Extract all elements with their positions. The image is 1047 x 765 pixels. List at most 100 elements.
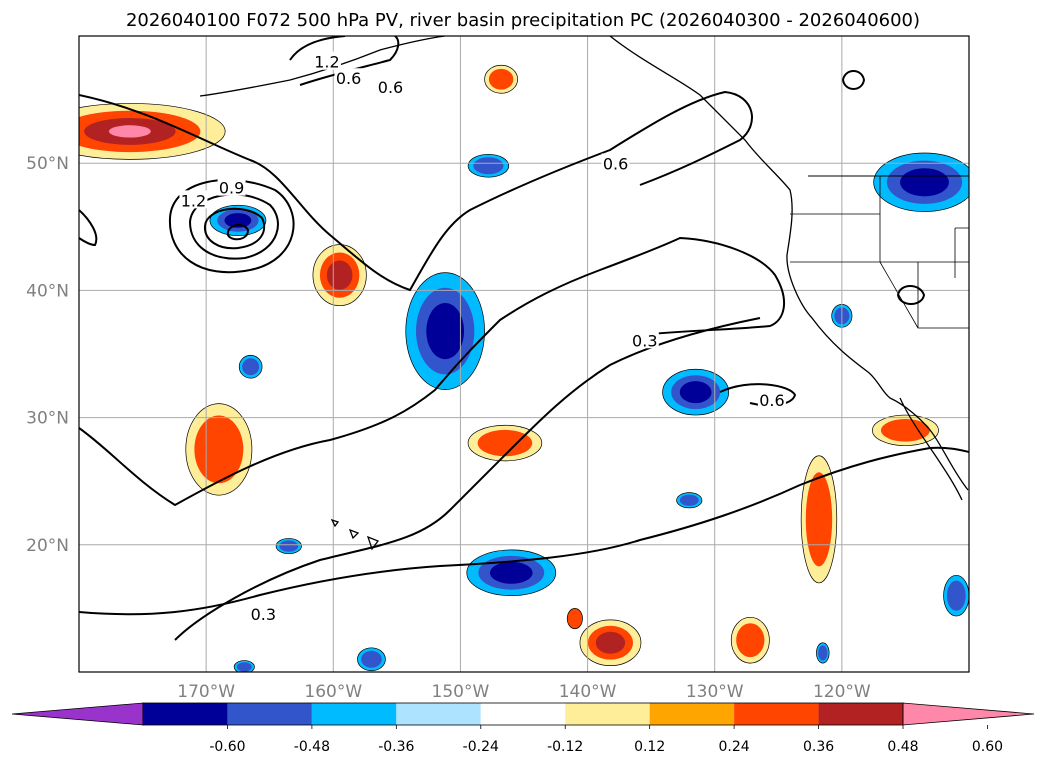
pv-contour-0.6-middle <box>79 236 786 507</box>
pv-contour-0.6-north <box>79 90 753 292</box>
pv-contour-1.5-ring <box>203 207 266 250</box>
pv-label-bg <box>249 603 278 622</box>
pv-label-text: 1.2 <box>181 191 206 210</box>
precip-blob <box>816 642 830 664</box>
colorbar-tick-label: -0.60 <box>209 739 245 755</box>
pv-contour-label: 0.6 <box>376 77 405 97</box>
precip-blob <box>579 619 642 666</box>
lon-tick-label: 140°W <box>559 682 617 702</box>
pv-label-text: 0.9 <box>219 179 244 198</box>
lon-tick-label: 150°W <box>432 682 490 702</box>
pv-label-text: 0.6 <box>378 78 403 97</box>
precip-blob <box>484 64 518 94</box>
colorbar-tick-label: 0.36 <box>803 739 834 755</box>
pv-contour-1.2-ring <box>188 193 279 260</box>
pv-contour-0.6-west-edge <box>79 209 98 247</box>
hawaii-islands <box>330 518 380 551</box>
precip-level <box>900 168 949 197</box>
precip-level <box>242 358 260 376</box>
coastlines <box>199 36 969 551</box>
pv-contour-0.3-south <box>79 446 969 616</box>
pv-contours <box>79 36 969 641</box>
lon-tick-label: 160°W <box>304 682 362 702</box>
precip-blob <box>357 647 386 672</box>
pv-contour-label: 0.3 <box>630 330 659 350</box>
pv-contour-label: 1.2 <box>312 51 341 72</box>
precip-level <box>361 650 382 668</box>
lon-tick-label: 130°W <box>686 682 744 702</box>
pv-contour-label: 0.9 <box>217 177 246 198</box>
colorbar-tick-label: -0.36 <box>378 739 414 755</box>
pv-label-bg <box>334 68 363 87</box>
pv-contour-0.6-alaska <box>299 36 400 86</box>
pv-contour-label: 0.6 <box>334 68 363 88</box>
precip-level <box>805 472 833 567</box>
precip-blob <box>79 103 226 160</box>
lat-tick-label: 30°N <box>26 409 69 429</box>
pv-contour-label: 0.6 <box>757 390 786 410</box>
lat-tick-label: 50°N <box>26 154 69 174</box>
precip-blob <box>566 608 583 630</box>
pv-contour-1.2-alaska <box>289 36 346 61</box>
precip-blob <box>209 204 267 237</box>
colorbar-tick-label: 0.60 <box>972 739 1003 755</box>
precip-level <box>477 429 533 457</box>
pv-contour-0.9-ring <box>168 179 295 274</box>
precip-level <box>279 540 299 552</box>
precip-blob <box>943 574 969 617</box>
precip-level <box>236 662 252 672</box>
precipitation-pc-layer <box>79 64 969 672</box>
precip-blob <box>405 272 485 390</box>
pv-label-bg <box>601 153 630 172</box>
pv-contour-0.3-middle <box>174 317 761 641</box>
precip-level <box>566 608 583 630</box>
pv-label-bg <box>217 177 246 196</box>
colorbar-segment <box>311 703 397 725</box>
precip-blob <box>466 549 557 597</box>
precip-level <box>880 419 930 442</box>
colorbar-segment <box>649 703 735 725</box>
pv-label-text: 1.2 <box>314 53 339 72</box>
precip-level <box>946 580 966 611</box>
pv-contour-label: 1.2 <box>179 190 208 210</box>
pv-label-bg <box>376 77 405 96</box>
north-america-coastline <box>609 36 969 491</box>
precip-blob <box>275 538 302 555</box>
colorbar-segment <box>818 703 903 725</box>
pv-contour-label: 0.3 <box>249 603 278 624</box>
precip-blob <box>873 152 969 212</box>
precip-blob <box>730 616 770 664</box>
pv-label-bg <box>630 330 659 349</box>
precip-level <box>818 645 828 661</box>
pv-label-text: 0.6 <box>603 154 628 173</box>
colorbar-extend-low <box>11 702 144 726</box>
lon-tick-label: 170°W <box>177 682 235 702</box>
precip-blob <box>800 455 838 584</box>
lon-tick-label: 120°W <box>813 682 871 702</box>
axis-tick-labels: 170°W 160°W 150°W 140°W 130°W 120°W 20°N… <box>26 154 871 702</box>
pv-contour-labels: 1.20.6 0.60.60.91.20.30.60.3 <box>179 51 786 624</box>
colorbar-segment <box>734 703 819 725</box>
graticule <box>79 36 969 672</box>
precip-level <box>108 125 151 138</box>
pv-label-text: 0.6 <box>336 69 361 88</box>
precip-blob <box>872 414 939 446</box>
colorbar-segment <box>480 703 566 725</box>
pv-label-text: 0.6 <box>759 391 784 410</box>
precip-level <box>679 381 712 404</box>
map-frame <box>78 35 970 673</box>
colorbar-segment <box>143 703 228 725</box>
colorbar-segment <box>396 703 481 725</box>
pv-contour-small-loop-ne <box>841 70 866 90</box>
colorbar-tick-label: 0.48 <box>887 739 918 755</box>
colorbar: -0.60 -0.48 -0.36 -0.24 -0.12 0.12 0.24 0.36 0.4… <box>11 702 1035 755</box>
precip-blob <box>312 244 367 307</box>
colorbar-segment <box>565 703 650 725</box>
pv-label-text: 0.3 <box>251 605 276 624</box>
lat-tick-label: 40°N <box>26 281 69 301</box>
precip-level <box>326 260 353 290</box>
colorbar-extend-high <box>902 702 1035 726</box>
precip-level <box>224 213 252 228</box>
map-area: 1.20.6 0.60.60.91.20.30.60.3 <box>79 36 969 672</box>
